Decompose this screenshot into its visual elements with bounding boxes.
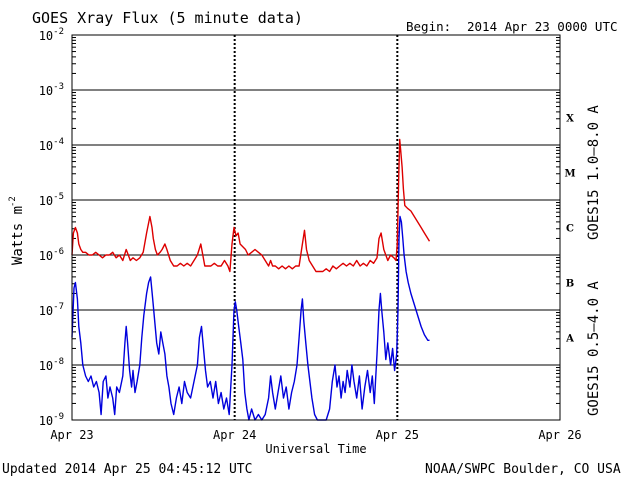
y-tick-label-exponent: -8 bbox=[53, 357, 64, 367]
y-tick-label: 10-5 bbox=[39, 192, 64, 208]
y-tick-label-exponent: -3 bbox=[53, 82, 64, 92]
y-axis-label: Watts m -2 bbox=[8, 196, 26, 265]
y-tick-label-base: 10 bbox=[39, 194, 53, 208]
chart-title: GOES Xray Flux (5 minute data) bbox=[32, 9, 303, 27]
y-tick-label: 10-9 bbox=[39, 412, 64, 428]
series-layer bbox=[71, 138, 431, 421]
y-tick-label: 10-2 bbox=[39, 27, 64, 43]
y-tick-label: 10-8 bbox=[39, 357, 64, 373]
y-tick-label-exponent: -2 bbox=[53, 27, 64, 37]
legend-series-short: GOES15 0.5–4.0 A bbox=[586, 281, 602, 416]
y-tick-label-exponent: -4 bbox=[53, 137, 64, 147]
y-tick-label: 10-4 bbox=[39, 137, 64, 153]
y-tick-label-base: 10 bbox=[39, 304, 53, 318]
y-tick-label: 10-7 bbox=[39, 302, 64, 318]
legend-series-long: GOES15 1.0–8.0 A bbox=[586, 105, 602, 240]
x-tick-label: Apr 26 bbox=[538, 428, 581, 442]
series-line-long-wavelength bbox=[71, 138, 431, 273]
y-tick-labels: 10-210-310-410-510-610-710-810-9 bbox=[39, 27, 64, 428]
begin-label: Begin: bbox=[406, 19, 451, 34]
y-tick-label-exponent: -5 bbox=[53, 192, 64, 202]
flare-class-label: M bbox=[564, 169, 575, 180]
x-tick-labels: Apr 23 Apr 24 Apr 25 Apr 26 bbox=[50, 428, 581, 442]
grid-lines bbox=[72, 34, 560, 421]
y-tick-label: 10-3 bbox=[39, 82, 64, 98]
flare-class-label: C bbox=[566, 224, 574, 235]
y-tick-label: 10-6 bbox=[39, 247, 64, 263]
x-tick-label: Apr 25 bbox=[376, 428, 419, 442]
updated-timestamp: Updated 2014 Apr 25 04:45:12 UTC bbox=[2, 462, 252, 477]
y-tick-label-exponent: -6 bbox=[53, 247, 64, 257]
begin-value: 2014 Apr 23 0000 UTC bbox=[467, 19, 618, 34]
flare-class-label: X bbox=[566, 114, 574, 125]
y-tick-label-base: 10 bbox=[39, 249, 53, 263]
flare-class-label: A bbox=[565, 334, 574, 345]
y-tick-label-base: 10 bbox=[39, 139, 53, 153]
y-tick-label-base: 10 bbox=[39, 414, 53, 428]
x-tick-label: Apr 24 bbox=[213, 428, 256, 442]
y-tick-label-base: 10 bbox=[39, 359, 53, 373]
y-tick-label-base: 10 bbox=[39, 84, 53, 98]
y-axis-label-base: Watts m bbox=[10, 206, 26, 265]
flare-class-labels: X M C B A bbox=[564, 114, 575, 345]
x-axis-label: Universal Time bbox=[265, 442, 366, 456]
y-tick-label-base: 10 bbox=[39, 29, 53, 43]
y-axis-label-exponent: -2 bbox=[8, 196, 18, 207]
flare-class-label: B bbox=[566, 279, 574, 290]
credit-text: NOAA/SWPC Boulder, CO USA bbox=[425, 462, 621, 477]
y-tick-label-exponent: -7 bbox=[53, 302, 64, 312]
x-tick-label: Apr 23 bbox=[50, 428, 93, 442]
series-line-short-wavelength bbox=[71, 215, 430, 421]
y-tick-label-exponent: -9 bbox=[53, 412, 64, 422]
plot-frame bbox=[71, 34, 561, 421]
